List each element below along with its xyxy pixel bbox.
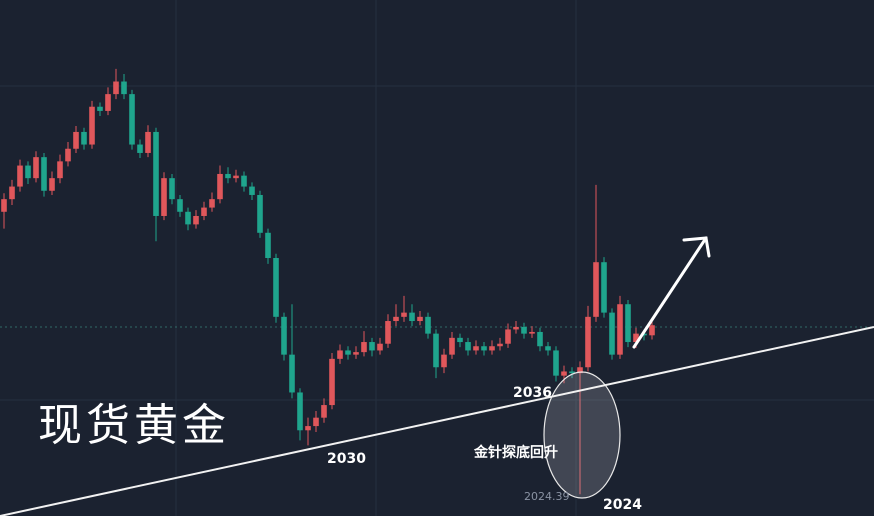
candle-body	[593, 262, 599, 317]
candle-body	[105, 94, 111, 111]
candle-body	[225, 173, 231, 179]
candle-body	[313, 417, 319, 427]
candle-body	[265, 232, 271, 258]
candle-body	[169, 178, 175, 200]
candle-body	[321, 405, 327, 418]
candle-body	[273, 258, 279, 317]
candle-body	[617, 304, 623, 355]
arrow-head	[682, 236, 711, 258]
candle-body	[545, 346, 551, 351]
candle-body	[89, 106, 95, 145]
candle-body	[505, 329, 511, 344]
candle-body	[145, 131, 151, 153]
candle-body	[361, 342, 367, 353]
annotation: 2024	[603, 497, 642, 513]
candle-body	[345, 350, 351, 355]
low-label: 2024.39	[524, 490, 570, 503]
candle-body	[601, 262, 607, 313]
candle-body	[513, 326, 519, 330]
candle-body	[521, 326, 527, 334]
candle-body	[441, 354, 447, 368]
candle-body	[401, 312, 407, 317]
candle-body	[465, 342, 471, 351]
candle-body	[161, 178, 167, 216]
arrow	[632, 236, 711, 349]
candle-body	[121, 81, 127, 95]
candle-body	[289, 354, 295, 393]
candle-body	[217, 173, 223, 200]
candle-body	[553, 350, 559, 376]
candle-body	[409, 312, 415, 322]
candle-body	[305, 426, 311, 431]
candle-body	[97, 106, 103, 111]
candle-body	[129, 94, 135, 145]
candle-body	[137, 144, 143, 153]
candle-body	[649, 325, 655, 336]
candle-body	[65, 148, 71, 162]
candle-body	[585, 316, 591, 368]
candle-body	[49, 178, 55, 191]
candle-body	[625, 304, 631, 343]
annotation: 金针探底回升	[473, 444, 558, 461]
candle-body	[41, 157, 47, 191]
candle-body	[233, 175, 239, 179]
candle-body	[249, 186, 255, 195]
candle-body	[561, 371, 567, 376]
candle-body	[185, 211, 191, 225]
candle-body	[297, 392, 303, 431]
trend-line	[0, 326, 874, 516]
candle-body	[529, 331, 535, 334]
candle-body	[33, 157, 39, 179]
candle-body	[257, 194, 263, 233]
candle-body	[329, 358, 335, 406]
candle-body	[481, 346, 487, 351]
title: 现货黄金	[38, 400, 230, 451]
candle-body	[473, 346, 479, 351]
candle-body	[457, 337, 463, 343]
candle-body	[73, 131, 79, 149]
candle-body	[577, 367, 583, 374]
candle-body	[425, 316, 431, 334]
candle-body	[433, 333, 439, 368]
highlight-ellipse	[543, 371, 621, 499]
candle-body	[57, 161, 63, 179]
candle-body	[113, 81, 119, 95]
arrow-shaft	[632, 236, 708, 349]
candle-body	[17, 165, 23, 187]
candle-body	[369, 342, 375, 351]
candle-body	[385, 321, 391, 344]
candle-body	[1, 199, 7, 212]
candle-body	[489, 346, 495, 351]
candle-body	[193, 215, 199, 225]
candle-body	[153, 131, 159, 216]
candle-body	[25, 165, 31, 179]
candle-body	[353, 352, 359, 355]
candle-body	[209, 199, 215, 208]
annotation: 2036	[513, 385, 552, 401]
candle-body	[281, 316, 287, 355]
candle-body	[337, 350, 343, 359]
candle-body	[241, 175, 247, 187]
candle-body	[9, 186, 15, 200]
candle-body	[377, 343, 383, 351]
annotation: 2030	[327, 451, 366, 467]
candle-body	[81, 131, 87, 145]
candle-body	[449, 337, 455, 355]
candle-body	[609, 312, 615, 355]
candle-body	[633, 333, 639, 343]
candle-body	[569, 371, 575, 374]
candle-body	[417, 316, 423, 322]
candles	[1, 68, 655, 495]
candle-body	[537, 331, 543, 347]
candle-body	[177, 199, 183, 212]
candle-body	[497, 343, 503, 347]
candle-body	[201, 207, 207, 216]
candle-body	[393, 316, 399, 322]
